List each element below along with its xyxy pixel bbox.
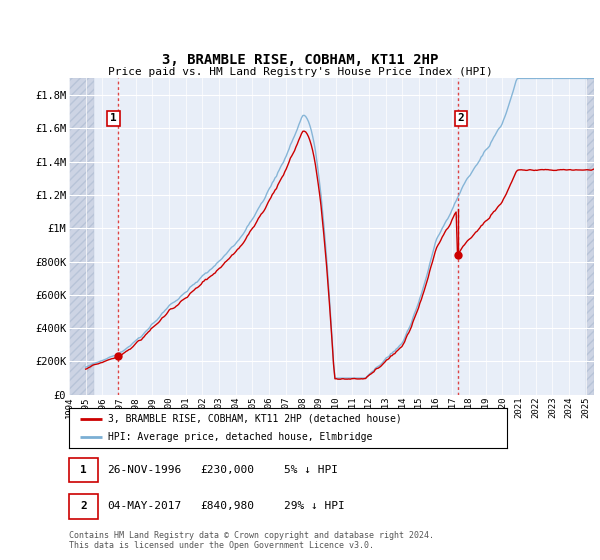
- Bar: [586, 78, 594, 395]
- Text: £230,000: £230,000: [200, 465, 254, 475]
- Text: HPI: Average price, detached house, Elmbridge: HPI: Average price, detached house, Elmb…: [109, 432, 373, 442]
- FancyBboxPatch shape: [69, 494, 98, 519]
- Bar: [69, 78, 94, 395]
- Text: 3, BRAMBLE RISE, COBHAM, KT11 2HP: 3, BRAMBLE RISE, COBHAM, KT11 2HP: [162, 53, 438, 67]
- Text: 29% ↓ HPI: 29% ↓ HPI: [284, 501, 344, 511]
- Text: 26-NOV-1996: 26-NOV-1996: [107, 465, 181, 475]
- Text: 2: 2: [80, 501, 87, 511]
- Text: 04-MAY-2017: 04-MAY-2017: [107, 501, 181, 511]
- Text: Price paid vs. HM Land Registry's House Price Index (HPI): Price paid vs. HM Land Registry's House …: [107, 67, 493, 77]
- Text: 1: 1: [80, 465, 87, 475]
- Text: 2: 2: [457, 113, 464, 123]
- Text: 3, BRAMBLE RISE, COBHAM, KT11 2HP (detached house): 3, BRAMBLE RISE, COBHAM, KT11 2HP (detac…: [109, 414, 402, 423]
- Text: 5% ↓ HPI: 5% ↓ HPI: [284, 465, 338, 475]
- Text: £840,980: £840,980: [200, 501, 254, 511]
- Text: Contains HM Land Registry data © Crown copyright and database right 2024.
This d: Contains HM Land Registry data © Crown c…: [69, 530, 434, 550]
- Text: 1: 1: [110, 113, 117, 123]
- FancyBboxPatch shape: [69, 458, 98, 482]
